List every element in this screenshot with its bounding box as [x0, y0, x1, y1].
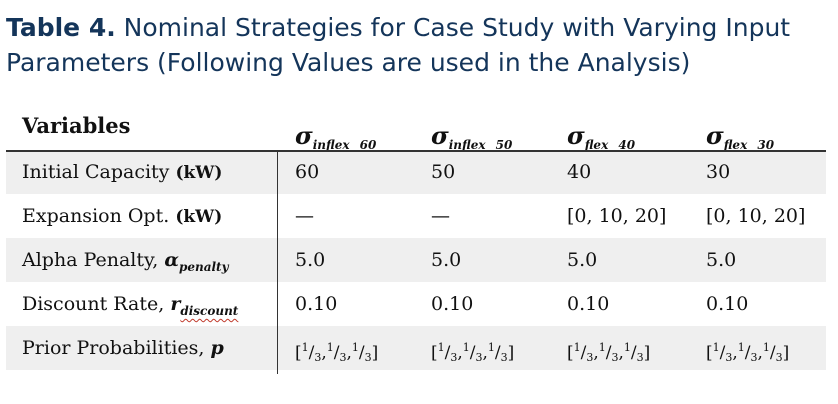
table-cell: [1/3,1/3,1/3]	[295, 341, 379, 364]
table-cell: —	[295, 205, 314, 227]
header-rule	[6, 150, 826, 152]
row-label: Discount Rate, rdiscount	[22, 293, 239, 318]
caption-text: Nominal Strategies for Case Study with V…	[6, 13, 791, 77]
table-row: Discount Rate, rdiscount 0.10 0.10 0.10 …	[6, 282, 826, 326]
table-row: Alpha Penalty, αpenalty 5.0 5.0 5.0 5.0	[6, 238, 826, 282]
caption-label: Table 4.	[6, 13, 116, 42]
table-cell: [0, 10, 20]	[706, 205, 806, 227]
strategies-table: Variables σinflex_ 60 σinflex_ 50 σflex_…	[6, 108, 826, 374]
table-cell: 5.0	[295, 249, 326, 271]
table-cell: [1/3,1/3,1/3]	[567, 341, 651, 364]
table-cell: —	[431, 205, 450, 227]
table-cell: 40	[567, 161, 592, 183]
table-cell: 0.10	[706, 293, 749, 315]
row-label: Prior Probabilities, p	[22, 337, 224, 359]
table-cell: [1/3,1/3,1/3]	[431, 341, 515, 364]
row-label: Alpha Penalty, αpenalty	[22, 249, 229, 274]
table-cell: 30	[706, 161, 731, 183]
table-cell: 5.0	[431, 249, 462, 271]
header-col-4: σflex_ 30	[706, 121, 775, 152]
table-cell: 0.10	[567, 293, 610, 315]
table-row: Initial Capacity (kW) 60 50 40 30	[6, 150, 826, 194]
table-cell: 5.0	[567, 249, 598, 271]
table-row: Prior Probabilities, p [1/3,1/3,1/3] [1/…	[6, 326, 826, 370]
table-row: Expansion Opt. (kW) — — [0, 10, 20] [0, …	[6, 194, 826, 238]
table-cell: [0, 10, 20]	[567, 205, 667, 227]
row-label: Expansion Opt. (kW)	[22, 205, 223, 227]
header-variables: Variables	[22, 113, 131, 138]
column-divider	[277, 152, 278, 374]
row-label: Initial Capacity (kW)	[22, 161, 223, 183]
header-col-1: σinflex_ 60	[295, 121, 377, 152]
table-cell: 5.0	[706, 249, 737, 271]
table-caption: Table 4. Nominal Strategies for Case Stu…	[6, 10, 832, 80]
table-cell: 0.10	[431, 293, 474, 315]
header-col-3: σflex_ 40	[567, 121, 636, 152]
table-cell: 50	[431, 161, 456, 183]
table-cell: 60	[295, 161, 320, 183]
table-header-row: Variables σinflex_ 60 σinflex_ 50 σflex_…	[6, 108, 826, 152]
header-col-2: σinflex_ 50	[431, 121, 513, 152]
table-cell: 0.10	[295, 293, 338, 315]
table-cell: [1/3,1/3,1/3]	[706, 341, 790, 364]
